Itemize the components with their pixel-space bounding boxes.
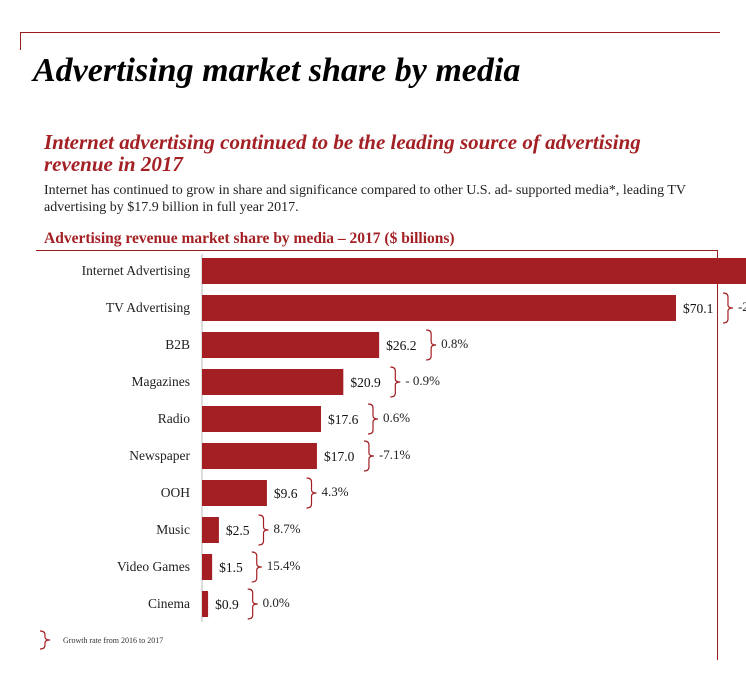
category-label: B2B	[165, 337, 190, 352]
growth-brace	[367, 403, 379, 435]
bar-9	[202, 554, 213, 580]
category-label: Newspaper	[129, 448, 190, 463]
value-label: $20.9	[350, 375, 381, 390]
growth-label: 0.8%	[441, 336, 468, 351]
growth-brace	[251, 551, 262, 583]
value-label: $9.6	[274, 486, 298, 501]
bar-5	[202, 406, 321, 432]
growth-label: 0.0%	[263, 595, 290, 610]
growth-label: - 0.9%	[405, 373, 440, 388]
bar-7	[202, 480, 267, 506]
growth-brace	[306, 477, 317, 509]
value-label: $1.5	[219, 560, 243, 575]
value-label: $70.1	[683, 301, 713, 316]
chart-title-rule	[36, 250, 718, 251]
value-label: $26.2	[386, 338, 416, 353]
growth-label: 4.3%	[322, 484, 349, 499]
growth-label: -7.1%	[379, 447, 411, 462]
value-label: $2.5	[226, 523, 250, 538]
bar-8	[202, 517, 219, 543]
category-label: Cinema	[148, 596, 190, 611]
bar-1	[202, 258, 746, 284]
growth-label: 15.4%	[267, 558, 301, 573]
page-description: Internet has continued to grow in share …	[44, 183, 686, 215]
page-subtitle: Internet advertising continued to be the…	[44, 130, 641, 176]
chart-right-border	[717, 250, 718, 660]
value-label: $17.0	[324, 449, 355, 464]
bar-2	[202, 295, 676, 321]
category-label: Radio	[158, 411, 190, 426]
legend-brace-icon	[39, 630, 51, 650]
category-label: OOH	[161, 485, 190, 500]
bar-3	[202, 332, 380, 358]
growth-label: -2.6%	[738, 299, 746, 314]
bar-6	[202, 443, 317, 469]
category-label: Magazines	[132, 374, 190, 389]
category-label: TV Advertising	[106, 300, 190, 315]
category-label: Internet Advertising	[82, 263, 191, 278]
bar-10	[202, 591, 209, 617]
growth-brace	[258, 514, 269, 546]
growth-brace	[247, 588, 258, 620]
growth-label: 0.6%	[383, 410, 410, 425]
legend-label: Growth rate from 2016 to 2017	[63, 636, 163, 645]
growth-brace	[426, 329, 437, 361]
category-label: Video Games	[117, 559, 190, 574]
value-label: $17.6	[328, 412, 359, 427]
growth-brace	[390, 366, 401, 398]
growth-label: 8.7%	[274, 521, 301, 536]
top-frame-rule	[20, 32, 720, 33]
bar-4	[202, 369, 344, 395]
growth-brace	[722, 292, 733, 324]
value-label: $0.9	[215, 597, 239, 612]
category-label: Music	[156, 522, 190, 537]
left-frame-tick	[20, 32, 21, 50]
page-title: Advertising market share by media	[33, 52, 521, 89]
chart-title: Advertising revenue market share by medi…	[44, 230, 455, 247]
growth-brace	[363, 440, 374, 472]
